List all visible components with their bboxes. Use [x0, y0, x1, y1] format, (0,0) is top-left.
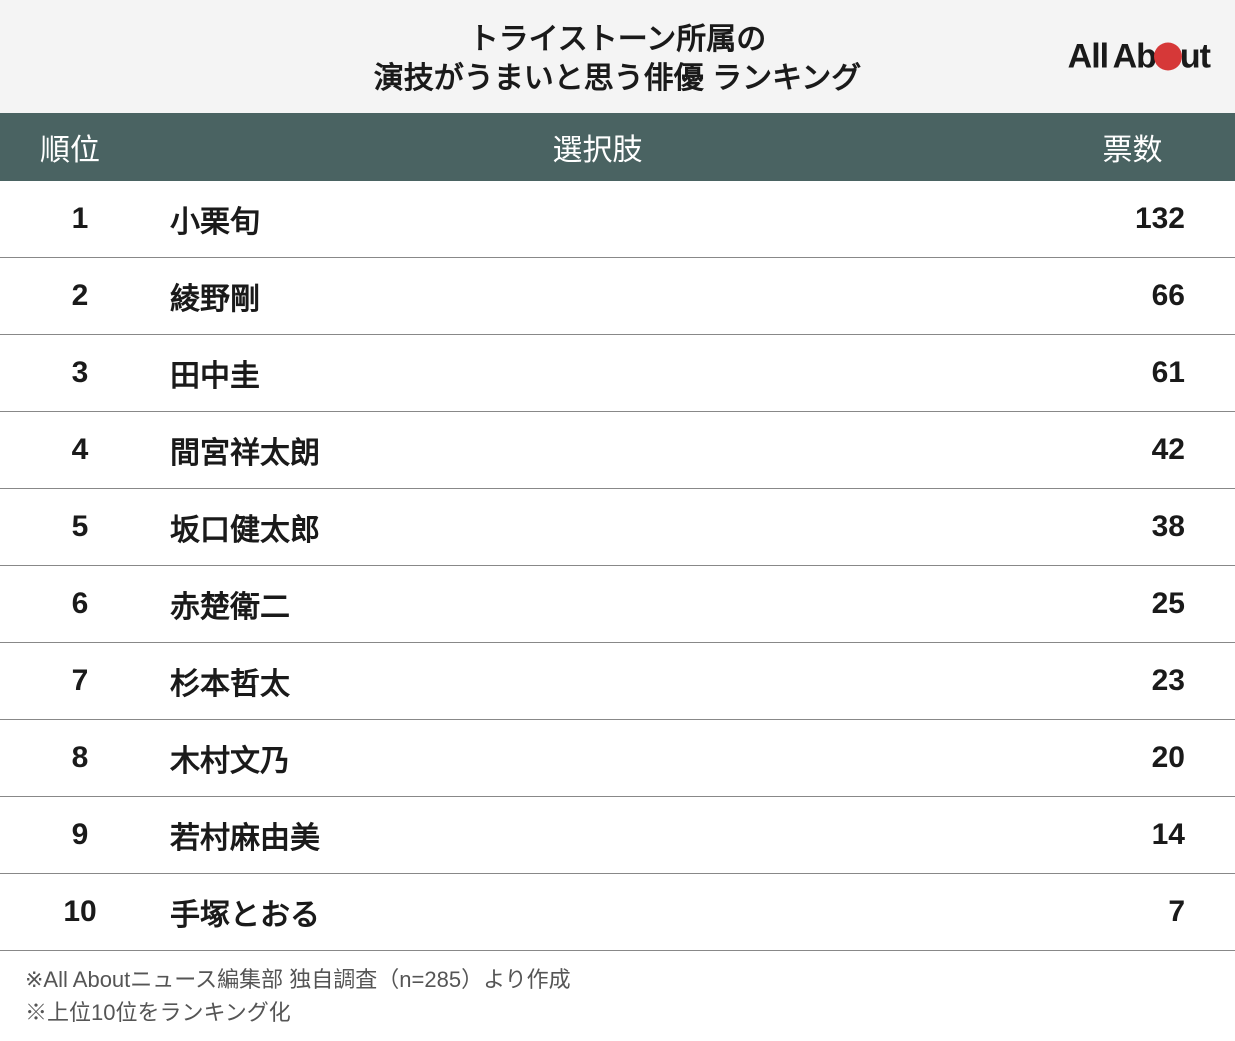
table-row: 5 坂口健太郎 38: [0, 489, 1235, 566]
ranking-container: トライストーン所属の 演技がうまいと思う俳優 ランキング All Ab ut 順…: [0, 0, 1235, 1041]
column-header-rank: 順位: [0, 125, 140, 169]
votes-cell: 38: [1055, 510, 1235, 544]
footer-note-2: ※上位10位をランキング化: [25, 996, 1210, 1029]
title-line-2: 演技がうまいと思う俳優 ランキング: [25, 59, 1210, 98]
column-header-name: 選択肢: [140, 125, 1055, 169]
footer-notes: ※All Aboutニュース編集部 独自調査（n=285）より作成 ※上位10位…: [0, 951, 1235, 1041]
name-cell: 杉本哲太: [140, 659, 1055, 703]
column-header-votes: 票数: [1055, 125, 1235, 169]
title-line-1: トライストーン所属の: [25, 20, 1210, 59]
logo-text-all: All: [1068, 37, 1108, 76]
name-cell: 赤楚衛二: [140, 582, 1055, 626]
votes-cell: 42: [1055, 433, 1235, 467]
name-cell: 間宮祥太朗: [140, 428, 1055, 472]
name-cell: 木村文乃: [140, 736, 1055, 780]
name-cell: 手塚とおる: [140, 890, 1055, 934]
table-row: 1 小栗旬 132: [0, 181, 1235, 258]
votes-cell: 25: [1055, 587, 1235, 621]
table-row: 4 間宮祥太朗 42: [0, 412, 1235, 489]
votes-cell: 61: [1055, 356, 1235, 390]
rank-cell: 1: [0, 202, 140, 236]
header-section: トライストーン所属の 演技がうまいと思う俳優 ランキング All Ab ut: [0, 0, 1235, 113]
table-row: 7 杉本哲太 23: [0, 643, 1235, 720]
table-body: 1 小栗旬 132 2 綾野剛 66 3 田中圭 61 4 間宮祥太朗 42 5…: [0, 181, 1235, 951]
table-row: 3 田中圭 61: [0, 335, 1235, 412]
votes-cell: 132: [1055, 202, 1235, 236]
table-row: 10 手塚とおる 7: [0, 874, 1235, 951]
votes-cell: 14: [1055, 818, 1235, 852]
rank-cell: 5: [0, 510, 140, 544]
footer-note-1: ※All Aboutニュース編集部 独自調査（n=285）より作成: [25, 963, 1210, 996]
rank-cell: 3: [0, 356, 140, 390]
allabout-logo: All Ab ut: [1068, 37, 1210, 76]
logo-text-ut: ut: [1180, 37, 1210, 76]
name-cell: 小栗旬: [140, 197, 1055, 241]
table-row: 9 若村麻由美 14: [0, 797, 1235, 874]
rank-cell: 9: [0, 818, 140, 852]
name-cell: 坂口健太郎: [140, 505, 1055, 549]
votes-cell: 66: [1055, 279, 1235, 313]
name-cell: 若村麻由美: [140, 813, 1055, 857]
rank-cell: 2: [0, 279, 140, 313]
name-cell: 綾野剛: [140, 274, 1055, 318]
table-header-row: 順位 選択肢 票数: [0, 113, 1235, 181]
table-row: 6 赤楚衛二 25: [0, 566, 1235, 643]
votes-cell: 7: [1055, 895, 1235, 929]
logo-circle-icon: [1154, 42, 1182, 70]
table-row: 8 木村文乃 20: [0, 720, 1235, 797]
logo-text-ab: Ab: [1113, 37, 1156, 76]
rank-cell: 6: [0, 587, 140, 621]
rank-cell: 7: [0, 664, 140, 698]
title-area: トライストーン所属の 演技がうまいと思う俳優 ランキング: [25, 20, 1210, 98]
rank-cell: 10: [0, 895, 140, 929]
name-cell: 田中圭: [140, 351, 1055, 395]
rank-cell: 4: [0, 433, 140, 467]
rank-cell: 8: [0, 741, 140, 775]
votes-cell: 20: [1055, 741, 1235, 775]
votes-cell: 23: [1055, 664, 1235, 698]
table-row: 2 綾野剛 66: [0, 258, 1235, 335]
